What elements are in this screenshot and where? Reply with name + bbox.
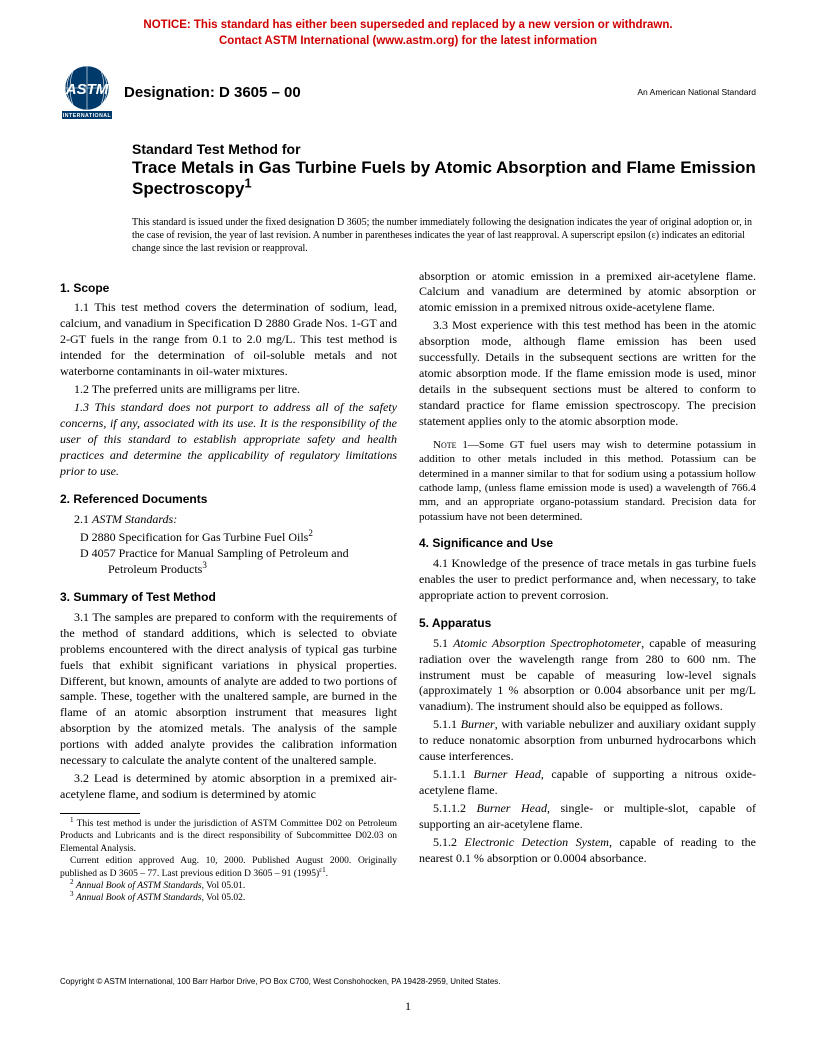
title-block: Standard Test Method for Trace Metals in… [0, 123, 816, 206]
svg-text:ASTM: ASTM [65, 81, 109, 98]
designation: Designation: D 3605 – 00 [124, 84, 301, 101]
footnote-3: 3 Annual Book of ASTM Standards, Vol 05.… [60, 892, 397, 904]
para-4-1: 4.1 Knowledge of the presence of trace m… [419, 556, 756, 604]
para-1-1: 1.1 This test method covers the determin… [60, 300, 397, 380]
footnote-1b: Current edition approved Aug. 10, 2000. … [60, 855, 397, 880]
ref-d2880: D 2880 Specification for Gas Turbine Fue… [80, 530, 397, 546]
para-1-3: 1.3 This standard does not purport to ad… [60, 400, 397, 480]
notice-line2: Contact ASTM International (www.astm.org… [219, 35, 597, 47]
para-5-1-1-1: 5.1.1.1 Burner Head, capable of supporti… [419, 767, 756, 799]
notice-line1: NOTICE: This standard has either been su… [143, 19, 672, 31]
body-columns: 1. Scope 1.1 This test method covers the… [0, 269, 816, 911]
right-note: An American National Standard [637, 87, 756, 97]
note-1: Note 1—Some GT fuel users may wish to de… [419, 438, 756, 524]
footnote-1: 1 This test method is under the jurisdic… [60, 818, 397, 855]
para-1-2: 1.2 The preferred units are milligrams p… [60, 382, 397, 398]
issue-note: This standard is issued under the fixed … [0, 206, 816, 269]
para-5-1-2: 5.1.2 Electronic Detection System, capab… [419, 835, 756, 867]
section-1-heading: 1. Scope [60, 281, 397, 297]
section-4-heading: 4. Significance and Use [419, 536, 756, 552]
para-5-1-1-2: 5.1.1.2 Burner Head, single- or multiple… [419, 801, 756, 833]
section-3-heading: 3. Summary of Test Method [60, 590, 397, 606]
para-3-3: 3.3 Most experience with this test metho… [419, 318, 756, 430]
title-pre: Standard Test Method for [132, 141, 756, 157]
para-5-1-1: 5.1.1 Burner, with variable nebulizer an… [419, 717, 756, 765]
para-3-2a: 3.2 Lead is determined by atomic absorpt… [60, 771, 397, 803]
para-3-1: 3.1 The samples are prepared to conform … [60, 610, 397, 770]
footnote-2: 2 Annual Book of ASTM Standards, Vol 05.… [60, 880, 397, 892]
footnotes: 1 This test method is under the jurisdic… [60, 818, 397, 904]
copyright: Copyright © ASTM International, 100 Barr… [60, 977, 501, 986]
page-number: 1 [0, 999, 816, 1014]
para-2-1: 2.1 ASTM Standards: [60, 512, 397, 528]
ref-d4057: D 4057 Practice for Manual Sampling of P… [80, 546, 397, 578]
header: ASTM INTERNATIONAL Designation: D 3605 –… [0, 49, 816, 123]
para-3-2b: absorption or atomic emission in a premi… [419, 269, 756, 317]
svg-text:INTERNATIONAL: INTERNATIONAL [63, 113, 112, 119]
para-5-1: 5.1 Atomic Absorption Spectrophotometer,… [419, 636, 756, 716]
title-main: Trace Metals in Gas Turbine Fuels by Ato… [132, 157, 756, 200]
ref-list: D 2880 Specification for Gas Turbine Fue… [60, 530, 397, 578]
section-5-heading: 5. Apparatus [419, 616, 756, 632]
notice: NOTICE: This standard has either been su… [0, 0, 816, 49]
astm-logo-icon: ASTM INTERNATIONAL [60, 65, 114, 119]
footnote-rule [60, 813, 140, 814]
section-2-heading: 2. Referenced Documents [60, 492, 397, 508]
